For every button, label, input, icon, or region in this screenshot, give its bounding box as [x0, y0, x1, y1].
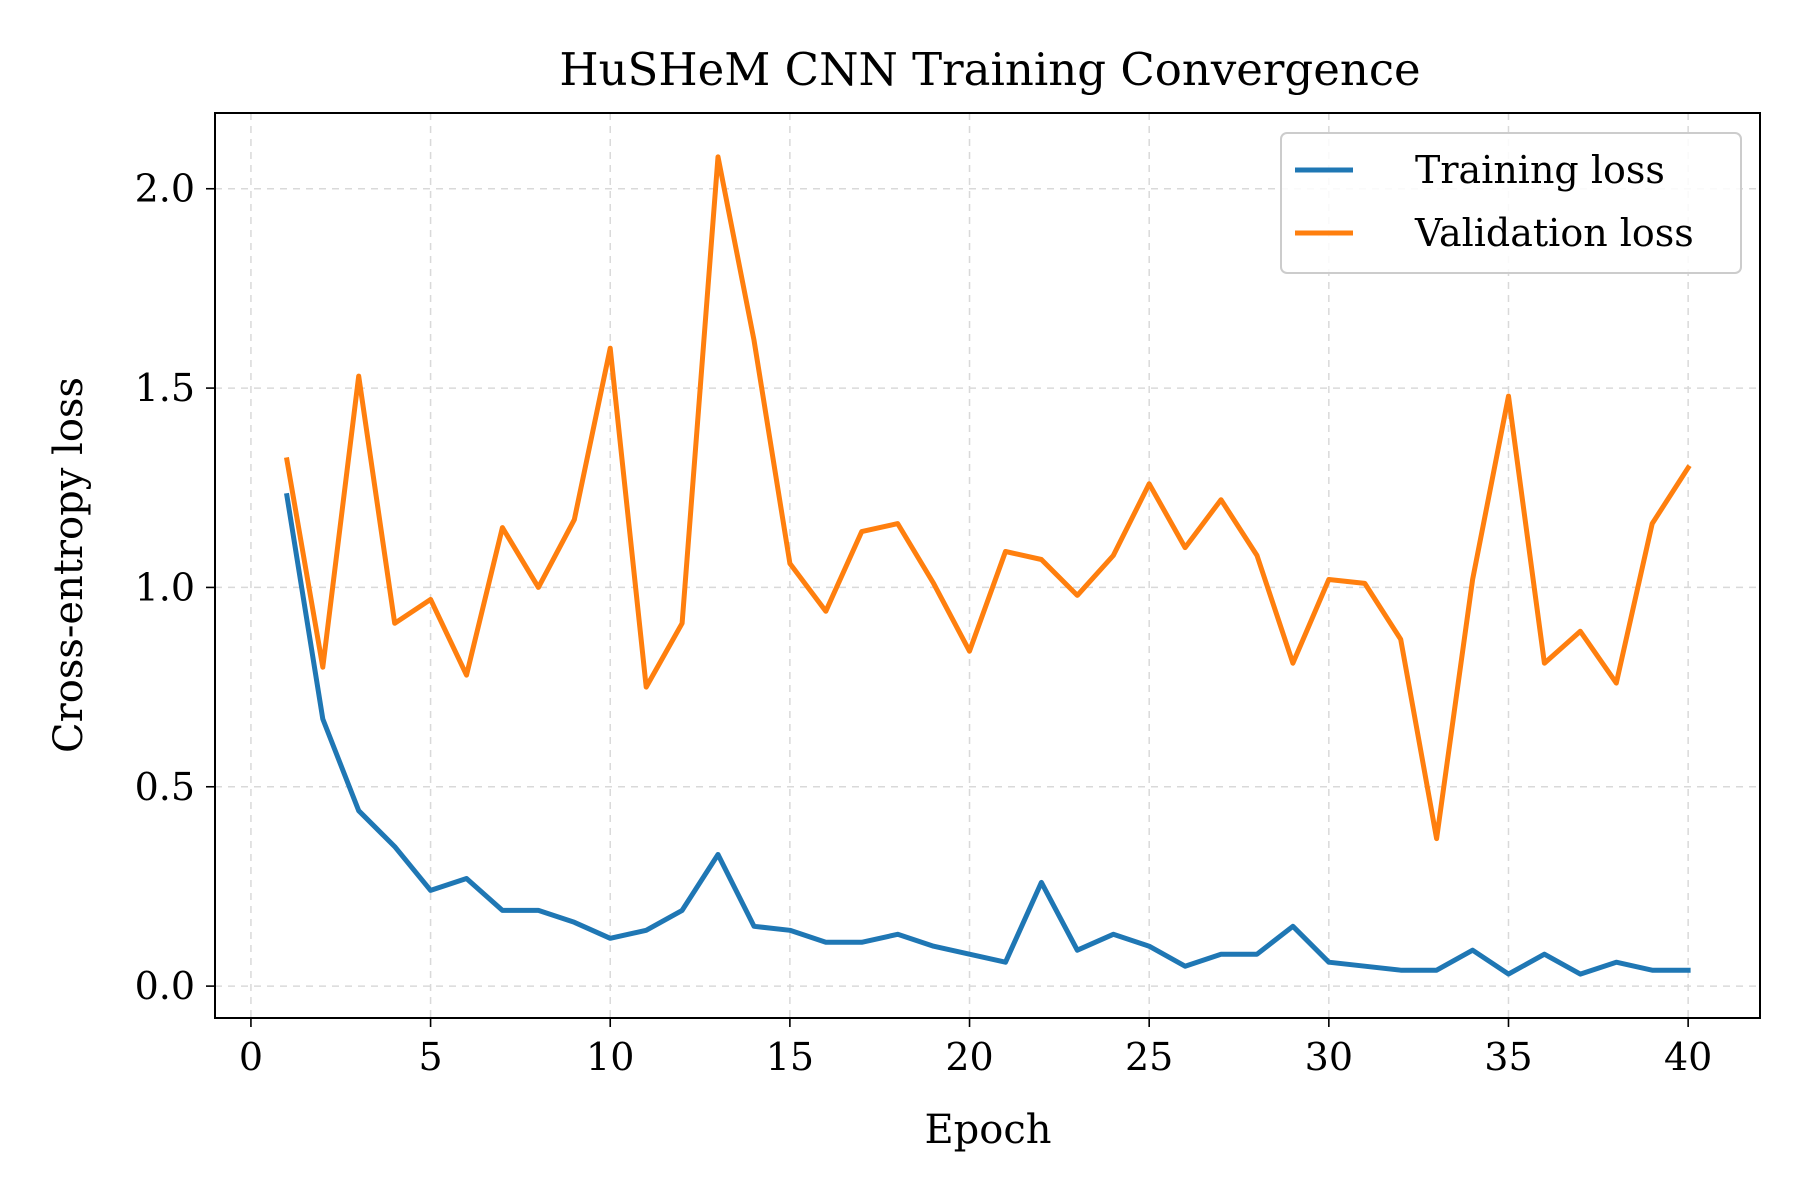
legend-label-training: Training loss — [1415, 148, 1665, 192]
y-tick-label: 1.0 — [135, 565, 195, 609]
legend-label-validation: Validation loss — [1414, 211, 1694, 255]
x-tick-label: 0 — [239, 1035, 263, 1079]
series-lines — [284, 154, 1692, 977]
x-tick-label: 25 — [1125, 1035, 1173, 1079]
y-tick-label: 0.0 — [135, 964, 195, 1008]
grid-lines — [215, 113, 1760, 1018]
x-tick-label: 35 — [1484, 1035, 1532, 1079]
x-axis-label: Epoch — [924, 1107, 1051, 1153]
series-line-validation-loss — [284, 154, 1692, 842]
plot-frame — [214, 112, 1761, 1019]
legend-box — [1280, 132, 1742, 274]
series-line-training-loss — [284, 492, 1691, 977]
chart-title: HuSHeM CNN Training Convergence — [559, 43, 1420, 96]
axis-ticks: 0 5 10 15 20 25 30 35 40 0.0 0.5 1.0 1.5 2.0 — [135, 167, 1713, 1079]
x-tick-label: 5 — [418, 1035, 442, 1079]
x-tick-label: 10 — [586, 1035, 634, 1079]
x-tick-label: 30 — [1305, 1035, 1353, 1079]
legend: Training loss Validation loss — [1280, 132, 1742, 274]
y-tick-label: 0.5 — [135, 765, 195, 809]
x-tick-label: 20 — [945, 1035, 993, 1079]
y-tick-label: 2.0 — [135, 167, 195, 211]
y-tick-label: 1.5 — [135, 366, 195, 410]
x-tick-label: 40 — [1664, 1035, 1712, 1079]
x-tick-label: 15 — [766, 1035, 814, 1079]
y-axis-label: Cross-entropy loss — [46, 377, 92, 753]
